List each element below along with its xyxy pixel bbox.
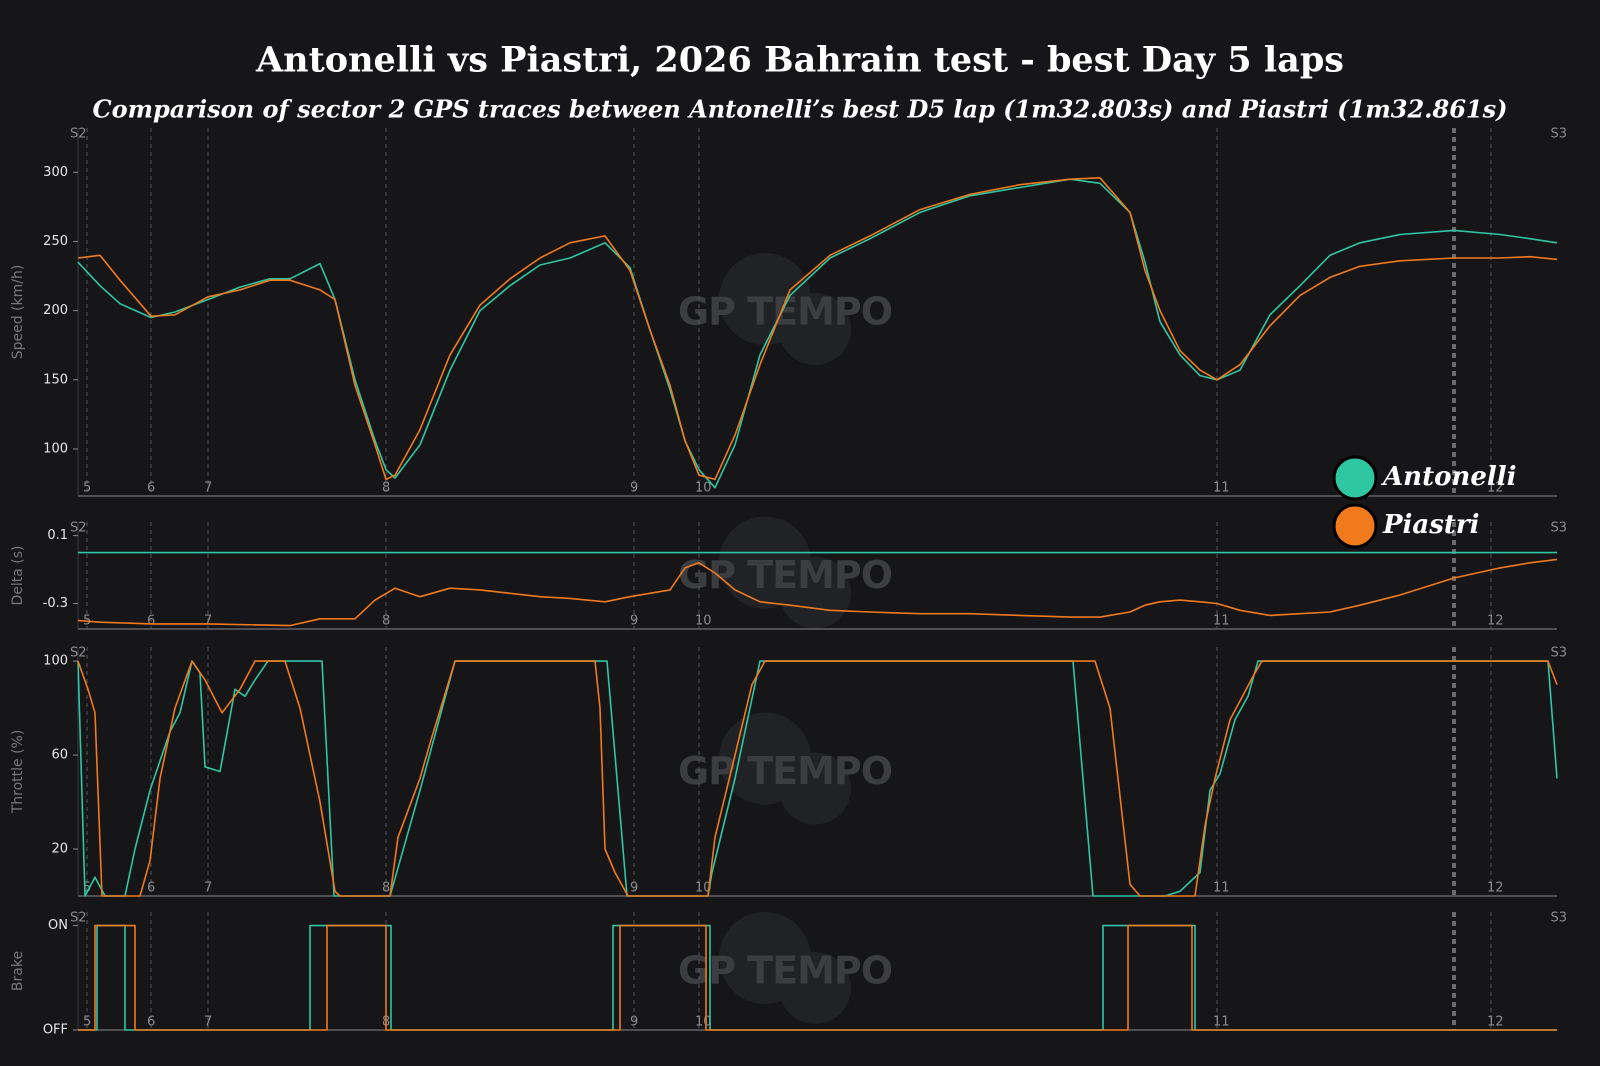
turn-label: 8 [382,614,390,629]
sector-label: S3 [1550,911,1567,926]
y-tick-label: -0.3 [43,596,68,611]
turn-label: 9 [630,614,638,629]
y-tick-label: 0.1 [47,528,68,543]
turn-label: 9 [630,481,638,496]
turn-label: 6 [147,614,155,629]
watermark-circle [779,752,851,825]
turn-label: 11 [1213,481,1230,496]
turn-label: 8 [382,881,390,896]
turn-label: 5 [83,881,91,896]
y-tick-label: 200 [43,303,68,318]
y-axis-label: Delta (s) [10,545,26,605]
watermark-circle [779,952,851,1024]
turn-label: 11 [1213,614,1230,629]
turn-label: 6 [147,481,155,496]
sector-label: S2 [70,127,87,142]
y-tick-label: 20 [51,842,68,857]
series-line [78,924,1557,1031]
watermark: GP TEMPO [678,949,892,993]
series-line [77,660,1558,897]
y-axis-label: Brake [10,951,26,991]
sector-label: S3 [1550,521,1567,536]
y-tick-label: 150 [43,372,68,387]
turn-label: 5 [83,1015,91,1030]
turn-label: 6 [147,881,155,896]
turn-label: 7 [204,1015,212,1030]
sector-label: S2 [70,521,87,536]
turn-label: 10 [695,481,712,496]
watermark: GP TEMPO [678,290,892,334]
legend-label: Antonelli [1380,462,1517,492]
y-axis-label: Throttle (%) [10,730,26,815]
turn-label: 10 [695,1015,712,1030]
turn-label: 9 [630,1015,638,1030]
turn-label: 11 [1213,1015,1230,1030]
y-tick-label: 300 [43,165,68,180]
sector-label: S2 [70,911,87,926]
turn-label: 12 [1487,614,1504,629]
sector-label: S3 [1550,127,1567,142]
series-line [77,558,1558,627]
chart-title: Antonelli vs Piastri, 2026 Bahrain test … [255,40,1344,81]
y-tick-label: 100 [43,654,68,669]
watermark: GP TEMPO [678,749,892,793]
chart-subtitle: Comparison of sector 2 GPS traces betwee… [93,95,1508,124]
watermark: GP TEMPO [678,553,892,597]
turn-label: 5 [83,481,91,496]
legend-swatch [1332,503,1378,549]
legend-label: Piastri [1382,510,1480,540]
turn-label: 10 [695,614,712,629]
y-tick-label: 100 [43,441,68,456]
turn-label: 10 [695,881,712,896]
y-tick-label: 60 [51,748,68,763]
turn-label: 12 [1487,881,1504,896]
turn-label: 12 [1487,1015,1504,1030]
turn-label: 9 [630,881,638,896]
series-line [77,660,1558,897]
y-tick-label: 250 [43,234,68,249]
sector-label: S2 [70,646,87,661]
watermark-circle [779,293,851,365]
turn-label: 8 [382,481,390,496]
turn-label: 7 [204,881,212,896]
y-axis-label: Speed (km/h) [10,265,26,360]
series-line [77,177,1558,481]
turn-label: 7 [204,481,212,496]
sector-label: S3 [1550,646,1567,661]
y-tick-label: OFF [43,1023,68,1038]
series-line [77,178,1558,489]
turn-label: 11 [1213,881,1230,896]
turn-label: 6 [147,1015,155,1030]
y-tick-label: ON [48,918,68,933]
turn-label: 12 [1487,481,1504,496]
legend-swatch [1332,455,1378,501]
turn-label: 7 [204,614,212,629]
